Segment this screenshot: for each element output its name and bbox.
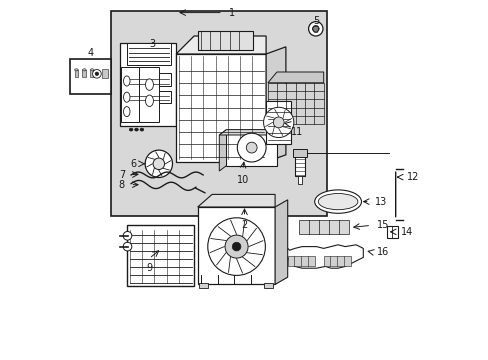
Bar [267,83,323,124]
Bar [111,11,326,216]
Ellipse shape [82,69,86,71]
Text: 4: 4 [87,48,93,58]
Polygon shape [199,283,208,288]
Bar [294,153,305,176]
Bar [90,70,94,77]
Circle shape [232,242,241,251]
Text: 9: 9 [146,263,152,273]
Bar [265,101,291,144]
Bar [297,176,302,184]
Text: 3: 3 [149,39,156,49]
Circle shape [224,235,247,258]
Circle shape [153,158,164,170]
Ellipse shape [145,79,153,90]
Text: 2: 2 [241,220,247,230]
Text: 14: 14 [400,227,412,237]
Text: 10: 10 [236,175,248,185]
Ellipse shape [134,128,138,131]
Ellipse shape [318,194,357,210]
Polygon shape [278,245,363,268]
Bar [197,207,275,284]
Bar [323,256,350,266]
Bar [127,43,170,65]
Text: 12: 12 [406,172,418,182]
Text: 13: 13 [374,197,386,207]
Text: 16: 16 [376,247,388,257]
Ellipse shape [123,92,130,102]
Circle shape [95,72,99,76]
Ellipse shape [129,128,133,131]
Ellipse shape [75,69,78,71]
Text: 5: 5 [313,16,319,26]
Bar [197,31,253,50]
Circle shape [237,133,265,162]
Bar [127,225,194,286]
Ellipse shape [140,128,143,131]
Circle shape [312,26,318,32]
Text: 6: 6 [130,159,136,169]
Circle shape [246,142,257,153]
Ellipse shape [123,76,130,86]
Ellipse shape [90,69,94,71]
Text: 11: 11 [290,127,302,137]
Polygon shape [264,283,273,288]
Circle shape [207,218,265,275]
Text: 1: 1 [228,8,234,18]
Circle shape [308,22,322,36]
Circle shape [145,150,172,177]
Circle shape [92,69,101,78]
Bar [120,43,176,126]
Polygon shape [267,72,323,83]
Text: 8: 8 [119,180,125,190]
Polygon shape [265,47,285,162]
Bar [127,73,170,86]
Bar [139,67,159,122]
Bar [82,70,86,77]
Bar [75,70,78,77]
Circle shape [123,231,132,240]
Bar [226,130,276,166]
Circle shape [273,117,284,128]
Bar [102,69,108,78]
Polygon shape [197,194,275,207]
Circle shape [123,242,132,251]
Polygon shape [176,36,265,54]
Bar [127,91,170,103]
Bar [298,220,348,234]
Polygon shape [219,130,226,171]
Bar [176,54,265,162]
Polygon shape [219,130,276,135]
Text: 7: 7 [119,170,125,180]
Polygon shape [275,200,287,284]
Ellipse shape [123,107,130,117]
Ellipse shape [314,190,361,213]
Bar [70,59,111,94]
Polygon shape [386,226,397,238]
Text: 15: 15 [376,220,388,230]
Bar [287,256,314,266]
Bar [121,67,142,122]
Bar [292,149,306,157]
Circle shape [263,107,293,138]
Ellipse shape [145,95,153,107]
